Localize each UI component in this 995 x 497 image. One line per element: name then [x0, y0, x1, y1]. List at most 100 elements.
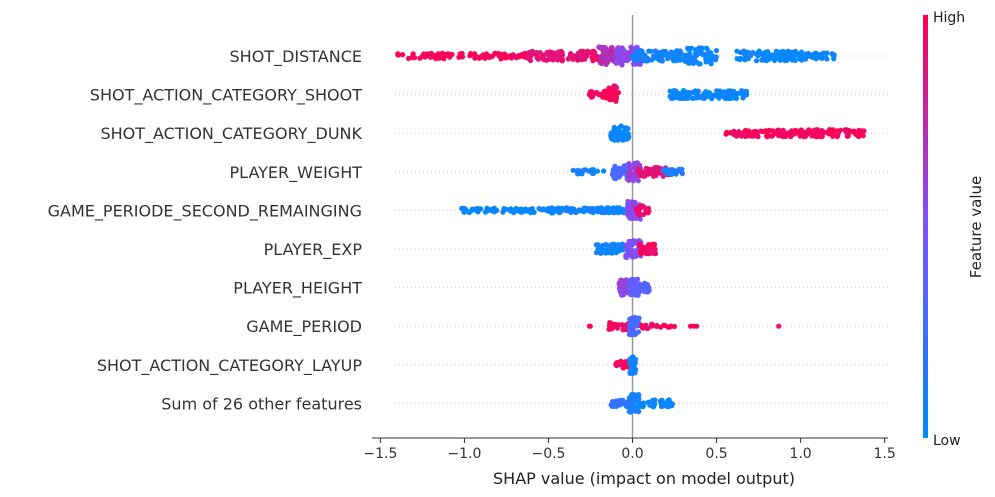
- feature-dots-game-periode-second-remainging: [459, 198, 652, 222]
- shap-point: [657, 49, 663, 56]
- dots-layer: [395, 44, 867, 415]
- shap-point: [732, 95, 738, 101]
- shap-point: [491, 205, 498, 211]
- shap-point: [615, 243, 621, 249]
- shap-point: [742, 133, 749, 139]
- shap-point: [636, 392, 642, 398]
- shap-point: [652, 165, 658, 171]
- shap-point: [773, 48, 779, 54]
- shap-point: [595, 209, 601, 215]
- shap-point: [639, 48, 645, 54]
- shap-point: [676, 90, 683, 97]
- shap-point: [613, 248, 619, 254]
- shap-point: [638, 286, 644, 293]
- shap-point: [619, 209, 626, 215]
- shap-point: [650, 248, 657, 254]
- shap-point: [590, 170, 596, 177]
- shap-point: [670, 167, 677, 173]
- feature-label-game-period: GAME_PERIOD: [246, 317, 362, 337]
- x-tick-label: 0.0: [621, 446, 643, 462]
- shap-point: [619, 62, 625, 68]
- shap-point: [607, 92, 613, 98]
- shap-point: [715, 93, 721, 99]
- shap-point: [645, 205, 652, 211]
- shap-point: [797, 133, 803, 139]
- shap-point: [646, 48, 652, 54]
- shap-point: [628, 44, 634, 50]
- shap-point: [619, 322, 625, 328]
- shap-point: [599, 58, 605, 64]
- shap-point: [791, 131, 797, 137]
- shap-point: [843, 129, 849, 135]
- shap-point: [652, 401, 658, 407]
- shap-point: [683, 52, 689, 58]
- shap-point: [653, 172, 659, 178]
- shap-point: [637, 212, 643, 218]
- shap-point: [603, 60, 610, 66]
- shap-point: [637, 241, 643, 248]
- shap-point: [759, 128, 766, 135]
- shap-point: [861, 128, 867, 134]
- shap-point: [594, 168, 601, 174]
- x-tick-label: 1.0: [789, 446, 811, 462]
- shap-point: [613, 91, 619, 97]
- shap-point: [627, 206, 633, 213]
- shap-point: [556, 52, 562, 58]
- shap-point: [772, 130, 778, 136]
- shap-point: [688, 323, 694, 329]
- shap-point: [643, 165, 649, 171]
- shap-point: [550, 57, 556, 63]
- shap-point: [612, 163, 618, 169]
- shap-point: [559, 58, 565, 64]
- shap-point: [805, 127, 811, 134]
- shap-point: [516, 52, 522, 59]
- shap-point: [741, 48, 747, 54]
- shap-point: [728, 91, 735, 98]
- shap-point: [623, 125, 629, 131]
- shap-point: [620, 292, 627, 298]
- shap-point: [676, 166, 682, 172]
- shap-point: [776, 323, 782, 329]
- shap-point: [623, 56, 629, 62]
- shap-point: [570, 54, 576, 60]
- shap-point: [526, 207, 533, 213]
- shap-point: [619, 50, 625, 56]
- feature-dots-player-height: [616, 276, 652, 298]
- shap-point: [677, 95, 683, 101]
- shap-point: [782, 55, 788, 61]
- shap-point: [601, 52, 607, 58]
- shap-point: [632, 319, 638, 325]
- shap-point: [588, 94, 595, 100]
- shap-point: [611, 129, 618, 135]
- shap-point: [625, 241, 632, 247]
- shap-point: [630, 370, 637, 376]
- shap-point: [668, 53, 674, 59]
- shap-point: [625, 201, 631, 207]
- shap-point: [721, 92, 727, 98]
- x-tick-label: −0.5: [531, 446, 565, 462]
- shap-point: [581, 209, 587, 215]
- shap-point: [626, 331, 633, 337]
- shap-point: [475, 209, 481, 215]
- shap-point: [491, 209, 498, 215]
- shap-point: [732, 132, 739, 138]
- shap-point: [518, 206, 524, 212]
- shap-point: [834, 130, 840, 136]
- feature-label-game-periode-second-remainging: GAME_PERIODE_SECOND_REMAINGING: [48, 201, 362, 221]
- feature-dots-game-period: [586, 314, 782, 338]
- shap-point: [548, 49, 555, 55]
- shap-point: [681, 88, 687, 94]
- shap-point: [671, 323, 678, 330]
- shap-point: [638, 204, 644, 210]
- shap-point: [755, 53, 761, 59]
- shap-point: [669, 171, 675, 177]
- shap-point: [708, 52, 714, 58]
- feature-labels: SHOT_DISTANCE SHOT_ACTION_CATEGORY_SHOOT S…: [48, 47, 363, 413]
- shap-point: [635, 169, 641, 175]
- shap-point: [586, 323, 593, 329]
- shap-point: [645, 171, 651, 177]
- shap-point: [812, 131, 818, 137]
- shap-point: [615, 60, 621, 66]
- shap-point: [637, 249, 643, 255]
- x-axis-label: SHAP value (impact on model output): [493, 469, 795, 488]
